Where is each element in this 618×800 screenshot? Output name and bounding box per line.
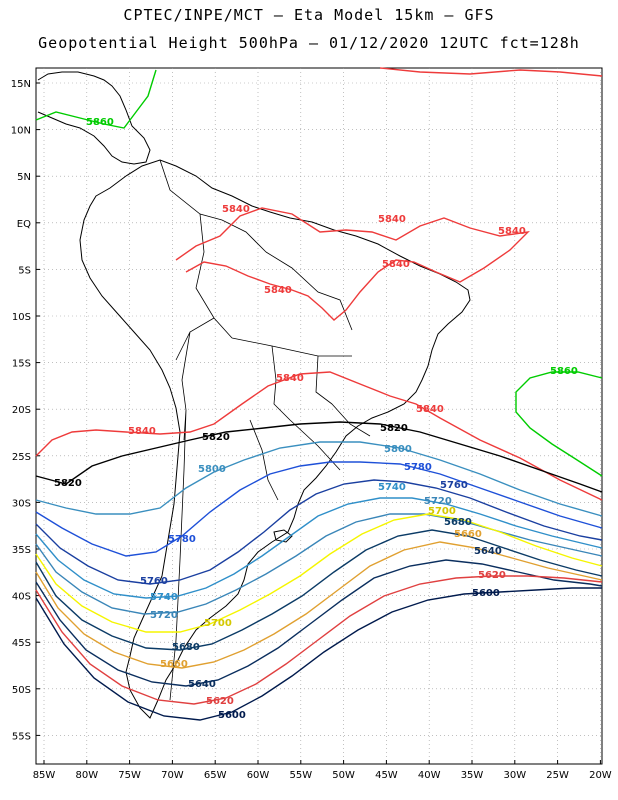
latitude-label: 40S: [12, 592, 31, 603]
label-5600: 5600: [218, 710, 246, 721]
longitude-label: 40W: [418, 770, 441, 781]
latitude-label: 5N: [17, 172, 31, 183]
latitude-label: 35S: [12, 545, 31, 556]
contour-5700: [35, 513, 603, 633]
longitude-label: 55W: [289, 770, 312, 781]
falkland-islands: [273, 529, 293, 543]
label-5660: 5660: [454, 529, 482, 540]
label-5840: 5840: [382, 259, 410, 270]
south-america-coastline: [79, 159, 471, 719]
label-5840: 5840: [378, 214, 406, 225]
label-5780: 5780: [404, 462, 432, 473]
latitude-label: 15N: [11, 79, 31, 90]
contour-5860-atlantic: [515, 371, 603, 477]
longitude-label: 20W: [589, 770, 612, 781]
contour-labels: 5860 5860 5840 5840 5840 5840 5840 5840 …: [54, 117, 578, 721]
label-5740: 5740: [378, 482, 406, 493]
contour-5660: [35, 541, 603, 669]
contour-5800: [35, 441, 603, 517]
longitude-label: 70W: [161, 770, 184, 781]
longitude-label: 85W: [33, 770, 56, 781]
central-america-coastline: [37, 71, 151, 165]
label-5820: 5820: [380, 423, 408, 434]
label-5820: 5820: [202, 432, 230, 443]
longitude-label: 80W: [75, 770, 98, 781]
latitude-label: 10S: [12, 312, 31, 323]
latitude-label: 10N: [11, 126, 31, 137]
map-frame: [35, 67, 603, 765]
longitude-label: 45W: [375, 770, 398, 781]
label-5700: 5700: [428, 506, 456, 517]
contour-5840-south: [35, 371, 603, 501]
longitude-label: 75W: [118, 770, 141, 781]
label-5620: 5620: [206, 696, 234, 707]
country-borders: [159, 159, 371, 701]
label-5840: 5840: [264, 285, 292, 296]
latitude-labels: 15N 10N 5N EQ 5S 10S 15S 20S 25S 30S 35S 40S 45S 50S 5…: [11, 79, 40, 742]
label-5680: 5680: [444, 517, 472, 528]
label-5800: 5800: [198, 464, 226, 475]
graticule: [36, 68, 602, 764]
contour-5760: [35, 479, 603, 585]
latitude-label: 5S: [18, 265, 31, 276]
latitude-label: 25S: [12, 452, 31, 463]
label-5600: 5600: [472, 588, 500, 599]
map-title: CPTEC/INPE/MCT – Eta Model 15km – GFS: [123, 6, 495, 24]
label-5800: 5800: [384, 444, 412, 455]
label-5840: 5840: [276, 373, 304, 384]
label-5840: 5840: [416, 404, 444, 415]
contour-5640: [35, 559, 603, 687]
contour-5860-caribbean: [35, 69, 157, 129]
contour-5720: [35, 513, 603, 615]
longitude-label: 50W: [332, 770, 355, 781]
contour-5740: [35, 497, 603, 599]
latitude-label: 15S: [12, 359, 31, 370]
map-subtitle: Geopotential Height 500hPa – 01/12/2020 …: [38, 34, 580, 52]
longitude-label: 25W: [546, 770, 569, 781]
latitude-label: 30S: [12, 498, 31, 509]
contour-5600: [35, 587, 602, 721]
contour-5620: [35, 575, 603, 705]
contour-5840-north: [379, 67, 603, 77]
label-5640: 5640: [188, 679, 216, 690]
longitude-label: 30W: [503, 770, 526, 781]
label-5620: 5620: [478, 570, 506, 581]
latitude-label: 20S: [12, 405, 31, 416]
label-5660: 5660: [160, 659, 188, 670]
latitude-label: 45S: [12, 638, 31, 649]
label-5840: 5840: [128, 426, 156, 437]
label-5720: 5720: [150, 610, 178, 621]
contour-lines: [35, 67, 603, 721]
coastlines: [37, 71, 471, 719]
label-5760: 5760: [140, 576, 168, 587]
latitude-label: 55S: [12, 731, 31, 742]
contour-5780: [35, 461, 603, 557]
label-5760: 5760: [440, 480, 468, 491]
latitude-label: EQ: [17, 219, 31, 230]
label-5860: 5860: [550, 366, 578, 377]
longitude-label: 65W: [204, 770, 227, 781]
label-5720: 5720: [424, 496, 452, 507]
label-5640: 5640: [474, 546, 502, 557]
contour-5820: [35, 421, 603, 493]
longitude-label: 35W: [461, 770, 484, 781]
label-5740: 5740: [150, 592, 178, 603]
label-5680: 5680: [172, 642, 200, 653]
label-5700: 5700: [204, 618, 232, 629]
label-5780: 5780: [168, 534, 196, 545]
label-5820: 5820: [54, 478, 82, 489]
label-5840: 5840: [498, 226, 526, 237]
latitude-label: 50S: [12, 685, 31, 696]
label-5860: 5860: [86, 117, 114, 128]
longitude-labels: 85W 80W 75W 70W 65W 60W 55W 50W 45W 40W 35W 30W 25W 2…: [33, 760, 612, 781]
contour-5680: [35, 529, 603, 651]
longitude-label: 60W: [247, 770, 270, 781]
contour-5840-amazon: [175, 207, 530, 321]
label-5840: 5840: [222, 204, 250, 215]
